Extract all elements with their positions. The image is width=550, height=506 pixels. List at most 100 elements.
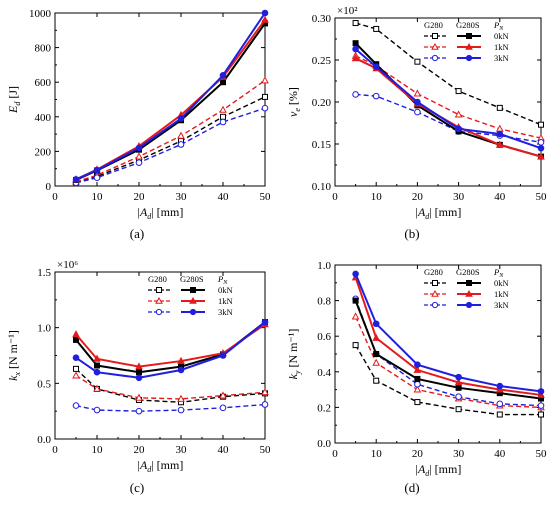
legend-marker bbox=[431, 289, 439, 297]
series-line-g280-0kn bbox=[75, 368, 266, 403]
legend-label: 3kN bbox=[218, 307, 233, 317]
series-line-g280s-3kn bbox=[75, 12, 266, 181]
data-point bbox=[73, 336, 79, 343]
data-point bbox=[414, 375, 421, 382]
data-point bbox=[454, 378, 463, 386]
y-tick-label: 800 bbox=[35, 43, 52, 55]
legend-header-pn: PN bbox=[493, 267, 504, 279]
legend-marker bbox=[465, 42, 473, 50]
y-tick-label: 1.5 bbox=[37, 267, 51, 279]
data-point bbox=[72, 330, 80, 338]
data-point bbox=[372, 320, 380, 328]
x-tick-label: 30 bbox=[176, 191, 188, 203]
data-point bbox=[93, 354, 101, 362]
x-tick-label: 20 bbox=[412, 448, 424, 460]
legend-marker bbox=[189, 308, 197, 316]
data-point bbox=[135, 374, 143, 382]
x-tick-label: 10 bbox=[371, 191, 383, 203]
data-point bbox=[496, 400, 504, 408]
y-tick-label: 0.15 bbox=[312, 139, 332, 151]
data-point bbox=[72, 371, 80, 379]
data-point bbox=[455, 125, 462, 133]
data-point bbox=[372, 63, 380, 71]
series-line-g280s-3kn bbox=[354, 48, 542, 150]
data-point bbox=[72, 176, 80, 183]
series-line-g280s-1kn bbox=[354, 277, 542, 396]
x-tick-label: 40 bbox=[218, 191, 230, 203]
x-axis-label: |Ad| [mm] bbox=[137, 205, 184, 221]
data-point bbox=[537, 152, 545, 160]
data-point bbox=[261, 9, 269, 17]
panel-caption: (d) bbox=[404, 480, 419, 495]
data-point bbox=[372, 358, 381, 366]
legend-marker bbox=[155, 308, 163, 316]
data-point bbox=[373, 25, 380, 32]
legend-header-g280s: G280S bbox=[180, 274, 204, 284]
data-point bbox=[136, 369, 142, 376]
data-point bbox=[537, 139, 545, 146]
data-point bbox=[135, 393, 143, 401]
legend-label: 1kN bbox=[494, 42, 509, 52]
data-point bbox=[72, 354, 80, 362]
data-point bbox=[135, 159, 143, 166]
data-point bbox=[262, 93, 268, 100]
data-point bbox=[414, 98, 421, 106]
data-point bbox=[455, 393, 462, 401]
data-point bbox=[219, 391, 227, 399]
y-tick-label: 0.10 bbox=[312, 181, 332, 193]
data-point bbox=[414, 361, 421, 368]
legend-header-g280: G280 bbox=[424, 267, 443, 277]
chart-panel-b: 0 10 20 30 40 50 0.10 0.15 0.20 0.25 0.30 |Ad| [mm]… bbox=[286, 5, 547, 241]
axis-multiplier: ×10² bbox=[337, 5, 358, 17]
data-point bbox=[496, 104, 503, 111]
data-point bbox=[261, 387, 269, 396]
legend-marker bbox=[465, 54, 473, 62]
data-point bbox=[496, 130, 504, 138]
data-point bbox=[352, 91, 359, 98]
y-tick-label: 200 bbox=[35, 146, 52, 158]
data-point bbox=[94, 362, 100, 369]
data-point bbox=[93, 166, 101, 174]
data-point bbox=[352, 297, 359, 304]
x-axis-label: |Ad| [mm] bbox=[415, 205, 462, 221]
data-point bbox=[261, 104, 269, 112]
data-point bbox=[496, 411, 503, 418]
data-point bbox=[93, 368, 101, 376]
x-tick-label: 50 bbox=[536, 191, 548, 203]
legend-label: 3kN bbox=[494, 300, 509, 310]
data-point bbox=[135, 407, 143, 415]
x-tick-label: 50 bbox=[536, 448, 548, 460]
legend-label: 1kN bbox=[218, 296, 233, 306]
series-line-g280-1kn bbox=[75, 79, 266, 183]
y-tick-label: 0 bbox=[46, 181, 52, 193]
data-point bbox=[261, 401, 269, 408]
data-point bbox=[495, 140, 504, 148]
data-point bbox=[414, 108, 421, 116]
series-line-g280-3kn bbox=[75, 107, 266, 184]
data-point bbox=[414, 58, 421, 65]
chart-panel-a: 0 10 20 30 40 50 0 200 400 600 800 1000 |Ad| [mm] Ed … bbox=[6, 8, 271, 241]
y-axis-label: ky [N m⁻¹] bbox=[286, 329, 302, 380]
legend-marker bbox=[465, 289, 473, 297]
y-tick-label: 0.8 bbox=[317, 296, 331, 308]
legend-marker bbox=[189, 296, 197, 304]
x-tick-label: 10 bbox=[371, 448, 383, 460]
data-point bbox=[413, 385, 422, 393]
legend-marker bbox=[466, 280, 472, 286]
series-line-g280-0kn bbox=[75, 96, 266, 183]
chart-panel-d: 0 10 20 30 40 50 0.0 0.2 0.4 0.6 0.8 1.0 |Ad| [mm] ky… bbox=[286, 260, 547, 495]
legend-marker bbox=[465, 301, 473, 309]
y-tick-label: 0.4 bbox=[317, 367, 331, 379]
series-line-g280-0kn bbox=[355, 22, 542, 126]
x-tick-label: 0 bbox=[332, 448, 338, 460]
data-point bbox=[73, 365, 79, 372]
legend-marker bbox=[466, 33, 472, 39]
series-line-g280s-3kn bbox=[354, 273, 542, 393]
legend-label: 1kN bbox=[494, 289, 509, 299]
series-line-g280s-0kn bbox=[354, 300, 542, 400]
x-tick-label: 40 bbox=[218, 444, 230, 456]
y-tick-label: 0.0 bbox=[37, 434, 51, 446]
data-point bbox=[455, 373, 462, 381]
y-tick-label: 0.2 bbox=[317, 402, 331, 414]
